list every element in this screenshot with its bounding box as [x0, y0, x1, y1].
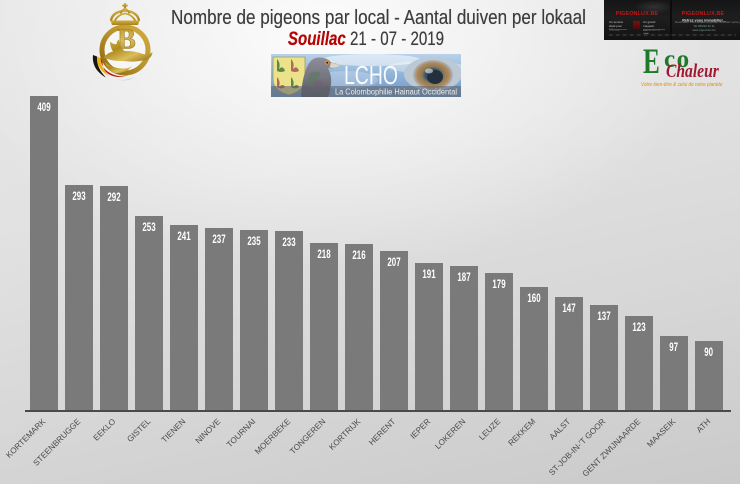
svg-text:La Colombophilie Hainaut Occid: La Colombophilie Hainaut Occidental	[335, 88, 457, 97]
svg-text:B: B	[117, 25, 136, 56]
svg-text:LCHO: LCHO	[344, 60, 398, 90]
